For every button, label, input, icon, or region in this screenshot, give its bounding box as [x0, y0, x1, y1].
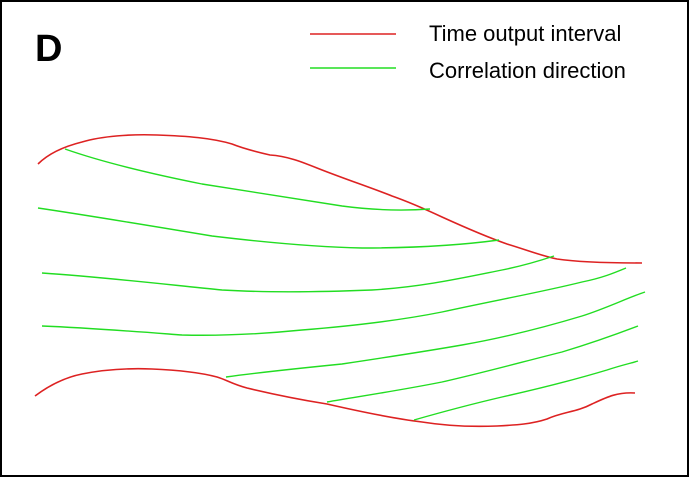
correlation-line-6	[326, 325, 639, 403]
panel-letter: D	[35, 28, 63, 70]
correlation-line-5	[225, 291, 646, 378]
time-interval-lower-boundary	[34, 367, 636, 428]
correlation-line-3	[41, 255, 555, 293]
legend-label-time-output-interval: Time output interval	[429, 21, 622, 46]
time-interval-upper-boundary	[37, 133, 643, 264]
correlation-line-7	[413, 360, 639, 421]
correlation-line-1	[64, 148, 431, 211]
legend-label-correlation-direction: Correlation direction	[429, 58, 626, 83]
correlation-line-2	[37, 207, 500, 249]
correlation-line-4	[41, 267, 627, 336]
